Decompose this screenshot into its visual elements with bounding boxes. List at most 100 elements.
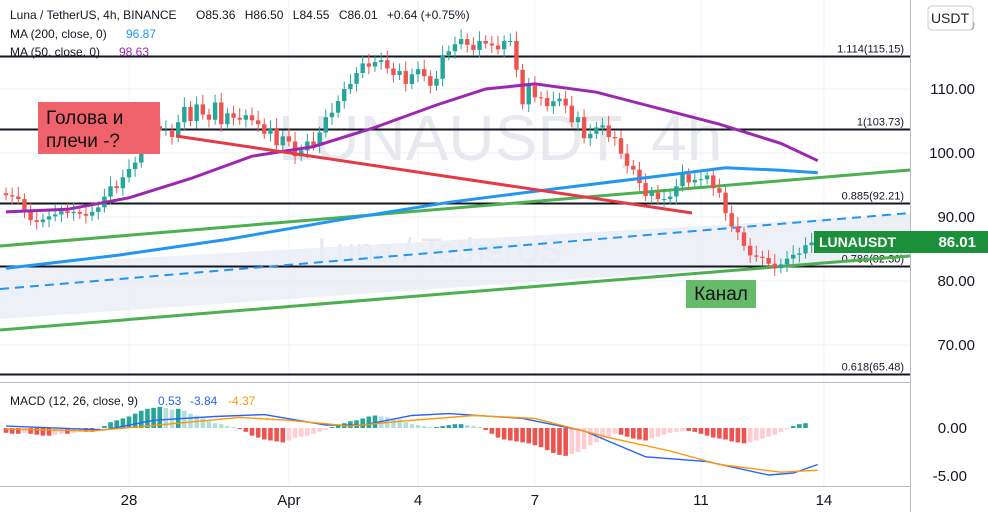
candle-body — [428, 76, 433, 86]
candle-body — [649, 192, 654, 196]
candle-body — [747, 245, 753, 256]
candle-body — [557, 98, 562, 102]
candle-body — [59, 211, 64, 215]
currency-button[interactable]: USDT — [927, 5, 974, 31]
macd-tick-label: -5.00 — [933, 468, 967, 485]
candle-body — [317, 132, 322, 146]
macd-histogram-bar — [354, 420, 359, 428]
candle-body — [434, 78, 439, 86]
macd-histogram-bar — [292, 428, 298, 438]
candle-body — [791, 254, 796, 259]
currency-button-label[interactable]: USDT — [931, 10, 970, 26]
macd-histogram-bar — [526, 428, 532, 444]
macd-histogram-bar — [255, 428, 261, 438]
candle-body — [545, 97, 550, 107]
macd-histogram-bar — [225, 426, 230, 428]
macd-histogram-bar — [766, 428, 771, 437]
macd-histogram-bar — [329, 427, 335, 429]
macd-histogram-bar — [40, 428, 46, 436]
candle-body — [483, 41, 488, 44]
legend-symbol: Luna / TetherUS, 4h, BINANCE — [10, 8, 177, 22]
candle-body — [575, 117, 581, 123]
candle-body — [741, 232, 747, 246]
candle-body — [3, 193, 9, 196]
macd-histogram-bar — [114, 420, 119, 428]
macd-histogram-bar — [434, 427, 439, 429]
macd-histogram-bar — [612, 428, 618, 434]
macd-histogram-bar — [95, 428, 101, 430]
candle-body — [637, 169, 642, 184]
legend-ohlc-line: Luna / TetherUS, 4h, BINANCE O85.36 H86.… — [10, 8, 470, 22]
channel-annotation: Канал — [686, 280, 756, 308]
macd-histogram-bar — [514, 428, 519, 442]
candle-body — [231, 113, 236, 118]
macd-histogram-bar — [366, 416, 372, 428]
candles — [3, 29, 814, 276]
candle-body — [735, 226, 741, 233]
candle-body — [182, 106, 187, 123]
macd-histogram-bar — [698, 428, 704, 434]
candle-body — [188, 106, 193, 121]
macd-histogram-bar — [520, 428, 525, 443]
macd-histogram-bar — [206, 421, 212, 428]
macd-histogram-bar — [360, 418, 365, 428]
candle-body — [403, 71, 408, 84]
macd-histogram-bar — [421, 426, 427, 428]
macd-histogram-bar — [464, 425, 470, 428]
candle-body — [717, 188, 722, 193]
candle-body — [77, 211, 82, 214]
candle-body — [348, 83, 353, 89]
candle-body — [286, 136, 292, 142]
macd-histogram-bar — [661, 428, 667, 435]
macd-histogram-bar — [200, 418, 206, 428]
macd-histogram-bar — [403, 422, 409, 428]
macd-histogram-bar — [298, 428, 304, 437]
macd-histogram-bar — [317, 428, 322, 432]
candle-body — [391, 68, 396, 75]
candle-body — [477, 41, 482, 50]
macd-histogram-bar — [286, 428, 292, 441]
annotation-line-1: Голова и — [46, 108, 123, 129]
price-tick-label: 90.00 — [937, 209, 975, 226]
candle-body — [514, 41, 519, 70]
macd-histogram-bar — [729, 428, 734, 442]
macd-histogram-bar — [458, 424, 464, 428]
legend-macd-label: MACD (12, 26, close, 9) — [10, 394, 138, 408]
candle-body — [711, 175, 716, 189]
legend-macd-v3: -4.37 — [228, 394, 256, 408]
candle-body — [600, 125, 605, 128]
currency-button-box[interactable] — [927, 5, 974, 31]
macd-histogram-bar — [218, 424, 224, 428]
candle-body — [668, 196, 673, 200]
macd-histogram-bar — [268, 428, 273, 441]
macd-histogram-bar — [754, 428, 759, 441]
candle-body — [132, 162, 138, 169]
candle-body — [65, 211, 70, 214]
candle-body — [661, 199, 667, 201]
candle-body — [219, 102, 224, 125]
macd-histogram-bar — [77, 428, 83, 432]
signal-line — [5, 414, 818, 473]
channel-lower-line — [0, 254, 911, 332]
legend-ma50-value: 98.63 — [119, 45, 149, 59]
candle-body — [34, 220, 39, 223]
macd-histogram-bar — [581, 428, 587, 450]
candle-body — [89, 211, 95, 216]
candle-body — [723, 192, 728, 214]
candle-body — [594, 127, 599, 134]
macd-histogram-bar — [34, 428, 40, 435]
macd-histogram-bar — [600, 428, 605, 440]
macd-histogram-bar — [655, 428, 661, 437]
candle-body — [255, 120, 261, 125]
candle-body — [280, 136, 285, 146]
macd-histogram-bar — [9, 428, 15, 434]
candle-body — [40, 219, 46, 223]
macd-histogram-bar — [311, 428, 316, 434]
fib-level-label: 0.618(65.48) — [842, 362, 904, 374]
macd-histogram-bar — [686, 428, 691, 431]
candle-body — [760, 256, 765, 258]
candle-body — [311, 141, 316, 146]
fib-level-label: 1(103.73) — [857, 117, 904, 129]
macd-histogram-bar — [477, 427, 482, 429]
